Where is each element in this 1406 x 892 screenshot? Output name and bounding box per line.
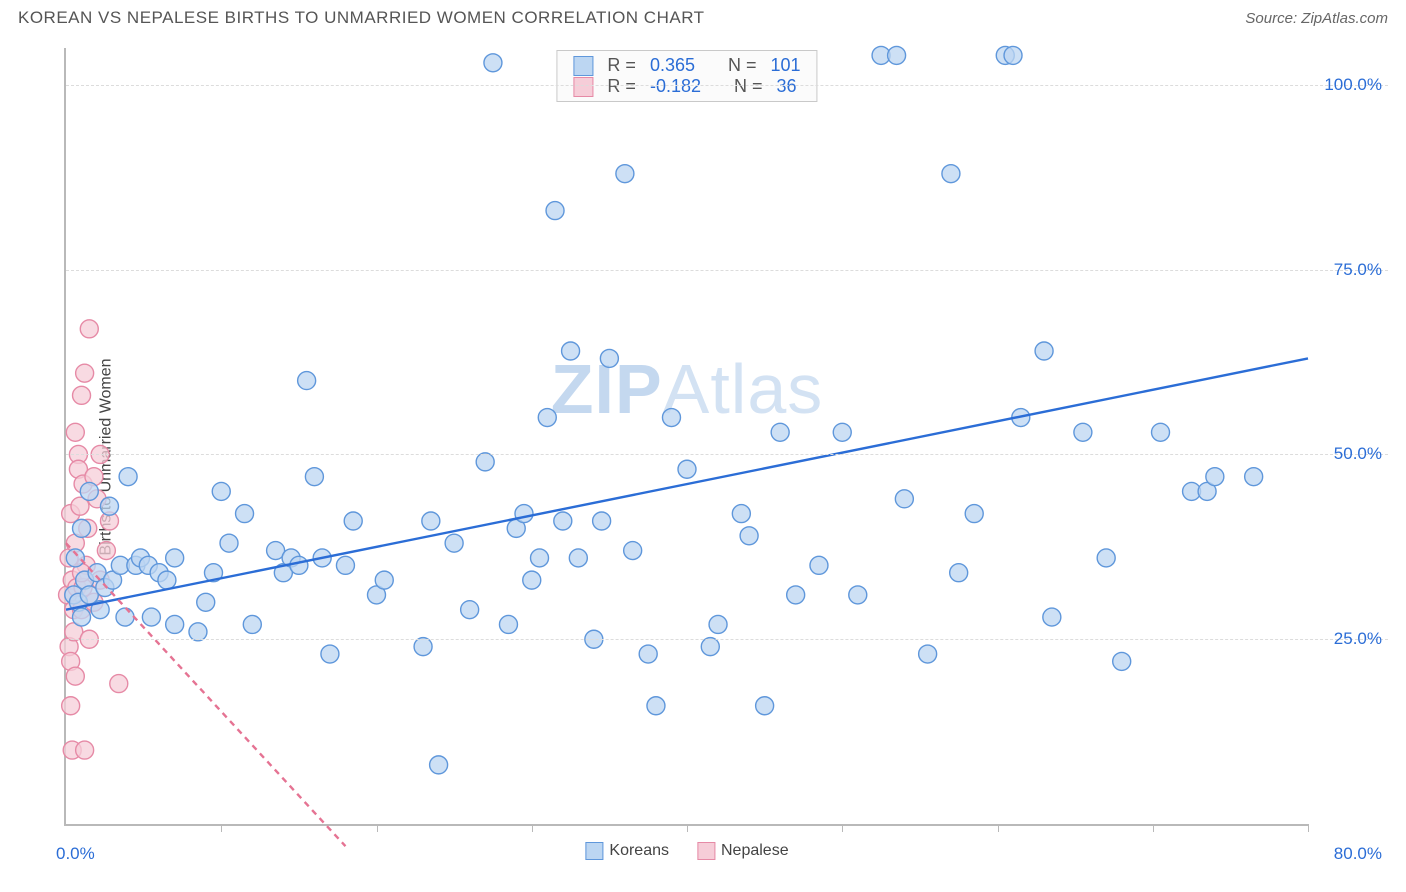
x-axis-max-label: 80.0% bbox=[1334, 844, 1382, 864]
swatch-icon bbox=[573, 56, 593, 76]
stats-box: R = 0.365 N = 101 R = -0.182 N = 36 bbox=[556, 50, 817, 102]
stats-row-koreans: R = 0.365 N = 101 bbox=[573, 55, 800, 76]
bottom-legend: Koreans Nepalese bbox=[585, 842, 788, 860]
swatch-icon bbox=[697, 842, 715, 860]
swatch-icon bbox=[585, 842, 603, 860]
n-label: N = bbox=[728, 55, 757, 76]
source-name: ZipAtlas.com bbox=[1301, 10, 1388, 27]
source-prefix: Source: bbox=[1245, 10, 1301, 27]
y-tick-label: 75.0% bbox=[1334, 260, 1382, 280]
y-tick-label: 25.0% bbox=[1334, 629, 1382, 649]
r-value: 0.365 bbox=[650, 55, 695, 76]
stats-row-nepalese: R = -0.182 N = 36 bbox=[573, 76, 800, 97]
r-value: -0.182 bbox=[650, 76, 701, 97]
n-value: 36 bbox=[777, 76, 797, 97]
y-tick-label: 50.0% bbox=[1334, 444, 1382, 464]
legend-item-koreans: Koreans bbox=[585, 842, 669, 860]
legend-label: Nepalese bbox=[721, 842, 789, 859]
n-label: N = bbox=[734, 76, 763, 97]
r-label: R = bbox=[607, 55, 636, 76]
scatter-svg bbox=[66, 48, 1308, 824]
n-value: 101 bbox=[771, 55, 801, 76]
chart-container: Births to Unmarried Women ZIPAtlas R = 0… bbox=[18, 40, 1388, 874]
source-label: Source: ZipAtlas.com bbox=[1245, 10, 1388, 27]
legend-item-nepalese: Nepalese bbox=[697, 842, 789, 860]
swatch-icon bbox=[573, 77, 593, 97]
legend-label: Koreans bbox=[609, 842, 669, 859]
chart-title: KOREAN VS NEPALESE BIRTHS TO UNMARRIED W… bbox=[18, 8, 705, 28]
plot-area: ZIPAtlas R = 0.365 N = 101 R = -0.182 N … bbox=[64, 48, 1308, 826]
y-tick-label: 100.0% bbox=[1324, 75, 1382, 95]
x-axis-min-label: 0.0% bbox=[56, 844, 95, 864]
r-label: R = bbox=[607, 76, 636, 97]
